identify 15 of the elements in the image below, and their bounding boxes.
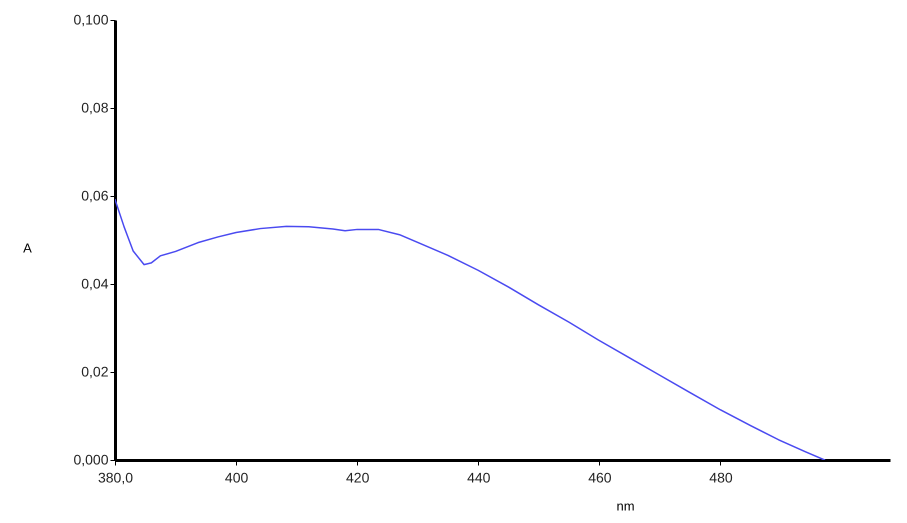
y-tick-label: 0,100 <box>73 12 109 28</box>
line-series <box>115 198 826 460</box>
x-tick-label: 440 <box>467 470 491 486</box>
y-tick-label: 0,08 <box>81 100 109 116</box>
x-axis-title: nm <box>616 498 635 514</box>
y-tick-label: 0,04 <box>81 276 109 292</box>
y-tick-label: 0,02 <box>81 364 109 380</box>
x-tick-label: 480 <box>709 470 733 486</box>
x-tick-label: 380,0 <box>98 470 134 486</box>
y-tick-label: 0,000 <box>73 452 109 468</box>
x-tick-label: 420 <box>346 470 370 486</box>
y-axis-title: A <box>23 240 32 256</box>
x-tick-label: 400 <box>224 470 248 486</box>
x-tick-label: 460 <box>588 470 612 486</box>
y-tick-label: 0,06 <box>81 188 109 204</box>
